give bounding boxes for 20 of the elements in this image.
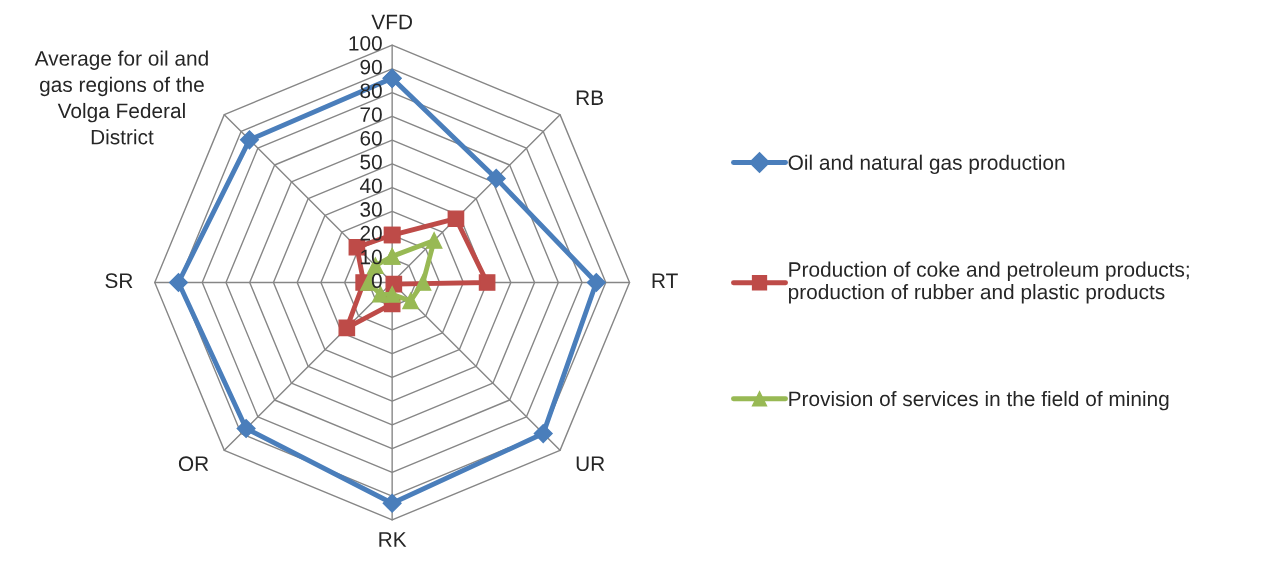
spoke-label: RT: [652, 273, 678, 288]
legend-label: Oil and natural gas production: [788, 154, 1065, 175]
legend-label: Production of coke and petroleum products; production of rubber and plastic products: [788, 261, 1189, 304]
y-tick-label: 100: [349, 35, 382, 51]
spoke-label: UR: [576, 456, 605, 472]
y-tick-label: 20: [360, 225, 382, 241]
spoke-label: VFD: [371, 14, 412, 30]
y-tick-label: 60: [360, 130, 382, 146]
spoke-label: RK: [379, 532, 407, 547]
y-tick-label: 70: [360, 107, 382, 122]
y-tick-label: 10: [361, 249, 382, 265]
legend-label: Provision of services in the field of mining: [789, 390, 1169, 411]
y-tick-label: 50: [360, 154, 382, 170]
spoke-label: OR: [178, 456, 209, 472]
spoke-label: RB: [576, 90, 603, 105]
y-tick-label: 30: [360, 202, 382, 217]
spoke-label: SR: [105, 273, 133, 289]
y-tick-label: 90: [360, 59, 382, 75]
spoke-label: Average for oil and gas regions of the Volga Federal District: [34, 50, 208, 145]
y-tick-label: 40: [359, 178, 382, 194]
